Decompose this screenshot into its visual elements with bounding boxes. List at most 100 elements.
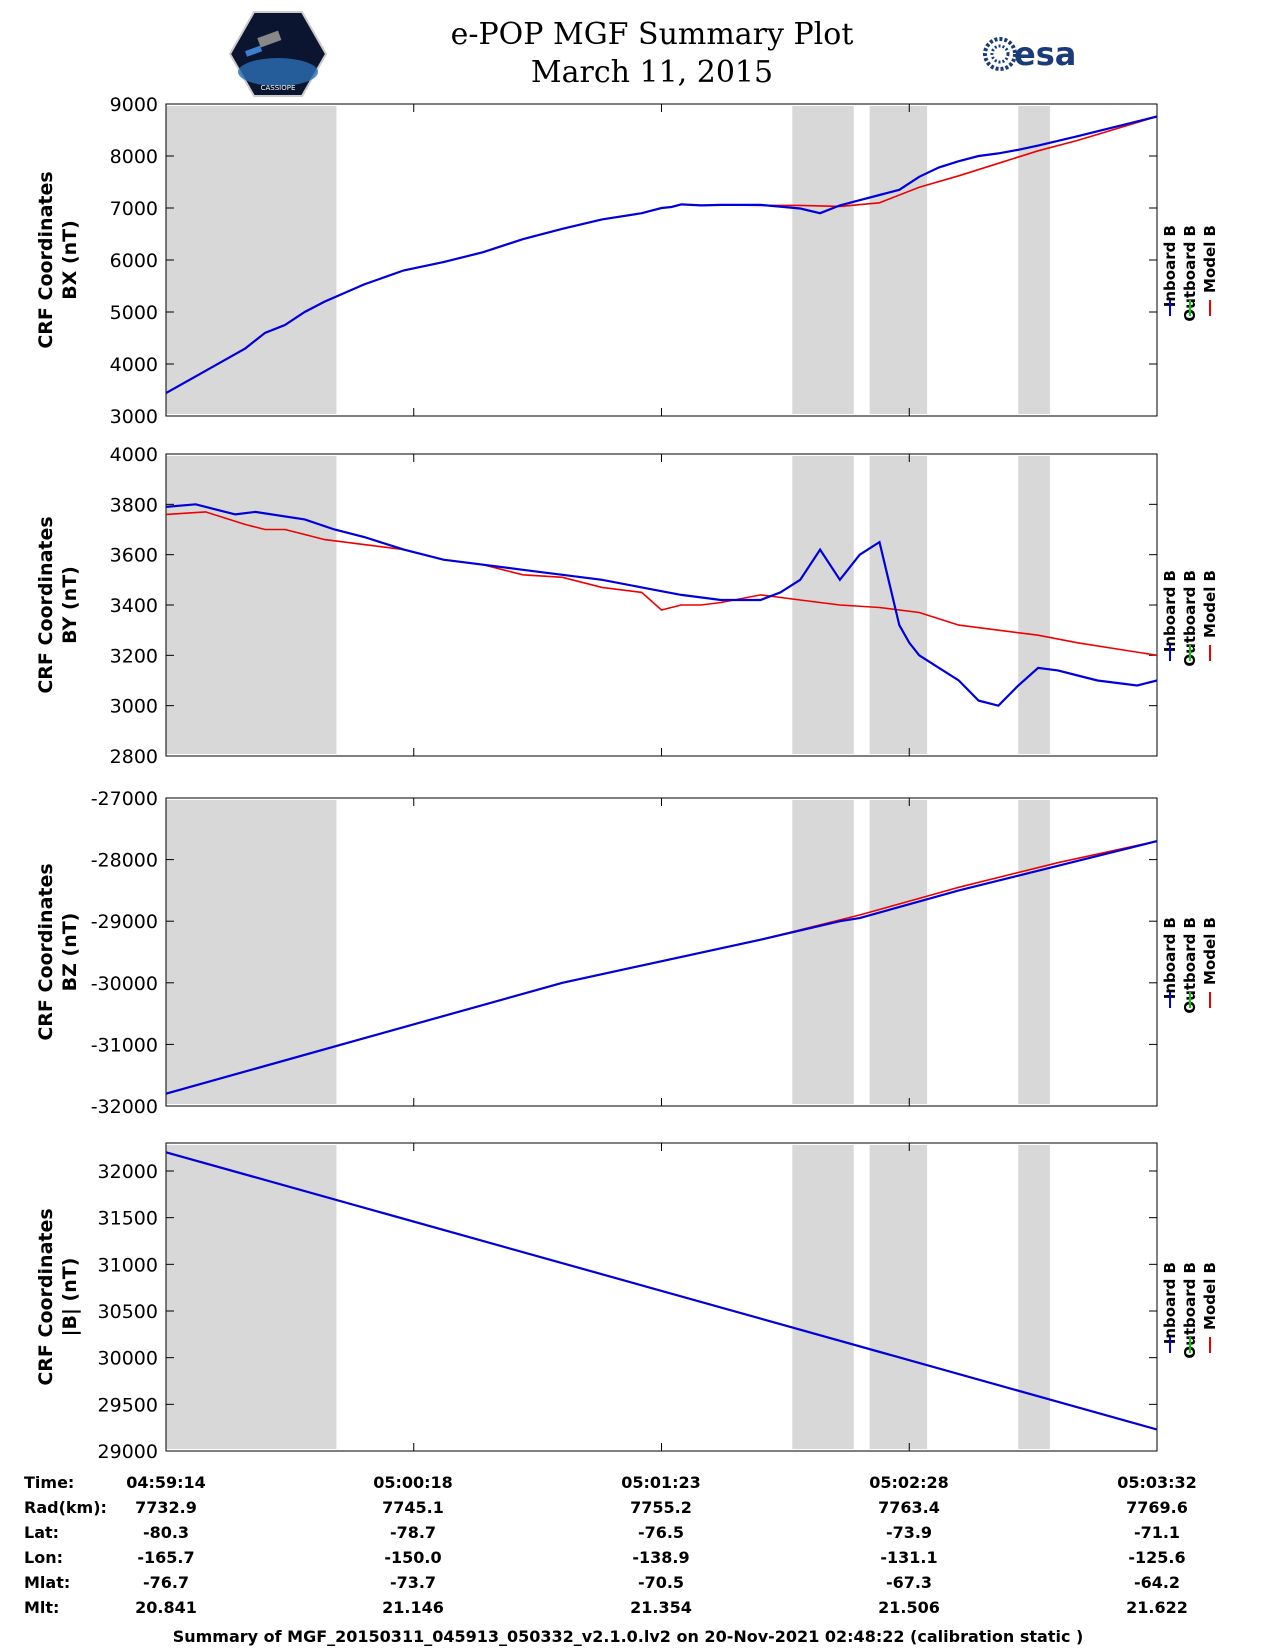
mission-logo-text: CASSIOPE [261,84,296,92]
y-tick-label: 31500 [98,1208,158,1230]
header: CASSIOPE e-POP MGF Summary Plot March 11… [228,11,1076,97]
info-cell: -70.5 [638,1573,684,1592]
legend-label: Outboard B [1181,225,1199,322]
info-cell: 04:59:14 [126,1473,206,1492]
info-table: Time: Rad(km): Lat: Lon: Mlat: Mlt: 04:59:14 77… [24,1473,1197,1617]
y-tick-label: 9000 [110,94,158,116]
y-tick-label: 29500 [98,1394,158,1416]
shaded-interval [792,106,854,414]
y-tick-label: 3200 [110,645,158,667]
info-row-label: Mlt: [24,1598,59,1617]
panel-1: 3000 4000 5000 6000 7000 8000 9000 CRF Coordina… [35,94,1219,428]
y-tick-label: 4000 [110,444,158,466]
info-cell: 05:01:23 [621,1473,701,1492]
y-tick-label: 30500 [98,1301,158,1323]
info-cell: -131.1 [880,1548,937,1567]
info-row-label: Rad(km): [24,1498,107,1517]
y-tick-label: 30000 [98,1348,158,1370]
info-cell: 7755.2 [630,1498,692,1517]
y-axis-label: CRF Coordinates BZ (nT) [35,863,81,1040]
legend-label: Model B [1201,1262,1219,1330]
legend-label: Inboard B [1161,917,1179,999]
y-tick-label: 3400 [110,595,158,617]
y-tick-label: 5000 [110,302,158,324]
legend: Inboard B Outboard B Model B [1161,225,1219,322]
legend-label: Model B [1201,570,1219,638]
info-cell: -76.7 [143,1573,189,1592]
y-tick-label: 31000 [98,1254,158,1276]
legend-label: Inboard B [1161,225,1179,307]
info-cell: 7732.9 [135,1498,197,1517]
info-cell: -78.7 [390,1523,436,1542]
panel-4: 29000 29500 30000 30500 31000 31500 32000 CRF C… [35,1142,1219,1463]
info-cell: -73.9 [886,1523,932,1542]
y-tick-label: -29000 [91,911,158,933]
info-cell: 20.841 [135,1598,197,1617]
y-tick-label: -30000 [91,973,158,995]
y-axis-label: CRF Coordinates |B| (nT) [35,1208,81,1385]
shaded-interval [1018,800,1050,1104]
y-tick-label: 3000 [110,406,158,428]
y-tick-label: 4000 [110,354,158,376]
title-line-1: e-POP MGF Summary Plot [451,17,854,52]
info-cell: -125.6 [1128,1548,1185,1567]
info-cell: -67.3 [886,1573,932,1592]
info-cell: 05:00:18 [373,1473,453,1492]
shaded-interval [166,800,337,1104]
shaded-interval [1018,106,1050,414]
y-tick-label: -31000 [91,1034,158,1056]
info-cell: -71.1 [1134,1523,1180,1542]
info-cell: -80.3 [143,1523,189,1542]
legend: Inboard B Outboard B Model B [1161,1262,1219,1359]
shaded-interval [1018,456,1050,754]
shaded-interval [1018,1145,1050,1449]
info-cell: -150.0 [384,1548,441,1567]
info-cell: 05:02:28 [869,1473,949,1492]
series-line-inboard-b [165,115,1158,395]
y-tick-label: 7000 [110,198,158,220]
legend: Inboard B Outboard B Model B [1161,570,1219,667]
info-row-label: Lon: [24,1548,63,1567]
shaded-interval [166,106,337,414]
info-cell: -165.7 [137,1548,194,1567]
info-cell: -64.2 [1134,1573,1180,1592]
shaded-interval [792,800,854,1104]
legend-label: Outboard B [1181,917,1199,1014]
y-tick-label: 6000 [110,250,158,272]
series-line-model-b [165,511,1158,657]
y-tick-label: 32000 [98,1161,158,1183]
info-cell: -76.5 [638,1523,684,1542]
series-line-inboard-b [165,503,1158,707]
esa-logo: esa [983,35,1076,73]
info-cell: -73.7 [390,1573,436,1592]
legend-label: Outboard B [1181,570,1199,667]
info-cell: 21.506 [878,1598,940,1617]
info-cell: 7745.1 [382,1498,444,1517]
legend-label: Outboard B [1181,1262,1199,1359]
y-axis-label: CRF Coordinates BY (nT) [35,516,81,693]
info-row-label: Time: [24,1473,74,1492]
info-cell: 7769.6 [1126,1498,1188,1517]
y-tick-label: 2800 [110,746,158,768]
y-tick-label: -32000 [91,1096,158,1118]
info-row-label: Mlat: [24,1573,70,1592]
y-tick-label: 8000 [110,146,158,168]
shaded-interval [792,1145,854,1449]
footer-text: Summary of MGF_20150311_045913_050332_v2… [173,1627,1084,1646]
legend-label: Model B [1201,225,1219,293]
info-cell: -138.9 [632,1548,689,1567]
info-row-label: Lat: [24,1523,59,1542]
shaded-interval [166,456,337,754]
panels: 3000 4000 5000 6000 7000 8000 9000 CRF Coordina… [35,94,1219,1463]
legend-label: Model B [1201,917,1219,985]
panel-2: 2800 3000 3200 3400 3600 3800 4000 CRF Coordina… [35,444,1219,768]
y-tick-label: 29000 [98,1441,158,1463]
info-cell: 05:03:32 [1117,1473,1197,1492]
legend-label: Inboard B [1161,1262,1179,1344]
info-cell: 7763.4 [878,1498,940,1517]
y-tick-label: 3000 [110,696,158,718]
y-tick-label: -28000 [91,850,158,872]
shaded-interval [869,106,928,414]
y-tick-label: 3600 [110,545,158,567]
